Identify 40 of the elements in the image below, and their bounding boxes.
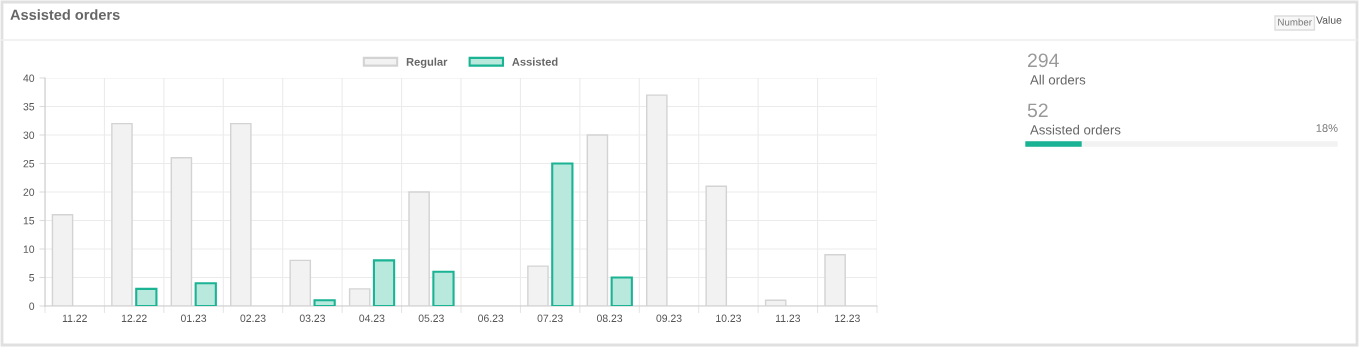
x-tick-label: 05.23	[418, 314, 444, 322]
text: 18%	[1316, 124, 1338, 132]
category-label: All orders	[1030, 74, 1086, 85]
text: Number	[1278, 18, 1312, 26]
bar	[135, 287, 158, 306]
bar	[432, 270, 455, 306]
x-tick-label: 01.23	[180, 314, 207, 322]
x-tick-label: 12.23	[835, 314, 860, 322]
y-tick-label: 5	[29, 274, 35, 282]
y-tick-label: 30	[23, 131, 35, 139]
bar	[551, 162, 574, 306]
y-tick-label: 15	[23, 217, 35, 225]
x-tick-label: 07.23	[537, 314, 563, 322]
data-label: 294	[1027, 53, 1059, 68]
x-tick-label: 06.23	[478, 314, 504, 322]
y-tick-label: 10	[23, 245, 35, 253]
bar	[610, 276, 633, 306]
x-tick-label: 11.23	[776, 314, 801, 322]
x-tick-label: 09.23	[656, 314, 682, 322]
bar	[372, 259, 396, 306]
chart-title: Assisted orders	[10, 9, 120, 20]
legend-label: Assisted	[512, 57, 558, 66]
x-tick-label: 02.23	[240, 314, 266, 322]
y-tick-label: 25	[23, 160, 35, 168]
x-tick-label: 11.22	[62, 314, 87, 322]
x-tick-label: 10.23	[716, 314, 742, 322]
y-tick-label: 20	[23, 188, 35, 196]
x-tick-label: 03.23	[299, 314, 326, 322]
x-tick-label: 12.22	[121, 314, 147, 322]
x-tick-label: 04.23	[359, 314, 385, 322]
x-tick-label: 08.23	[596, 314, 623, 322]
y-tick-label: 0	[29, 302, 35, 310]
category-label: Assisted orders	[1030, 124, 1121, 135]
bar	[313, 299, 336, 306]
y-tick-label: 40	[23, 74, 35, 82]
legend-label: Regular	[406, 57, 448, 68]
data-label: 52	[1027, 103, 1048, 118]
y-tick-label: 35	[23, 103, 35, 111]
bar	[194, 282, 217, 306]
text: Value	[1316, 16, 1342, 24]
